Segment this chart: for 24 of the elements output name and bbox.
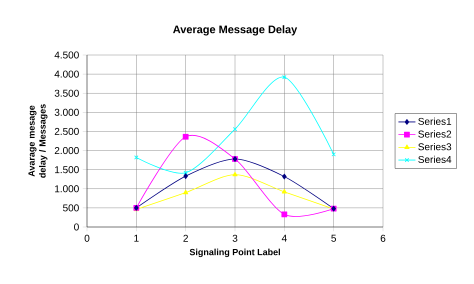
y-tick-label: 3.000	[54, 108, 79, 116]
x-tick-label: 1	[134, 234, 139, 242]
y-tick-label: 2.500	[54, 128, 79, 135]
x-tick-label: 2	[183, 234, 188, 242]
y-tick-label: 4.500	[54, 51, 79, 59]
legend-label: Series4	[418, 156, 452, 164]
y-tick-label: 2.000	[54, 147, 79, 154]
x-tick-label: 0	[84, 234, 90, 242]
y-tick-label: 1.500	[55, 166, 79, 174]
x-tick-label: 6	[380, 234, 386, 242]
chart-title: Average Message Delay	[173, 25, 298, 36]
x-tick-label: 3	[232, 234, 238, 242]
y-tick-label: 4.000	[54, 70, 79, 78]
legend-label: Series3	[418, 142, 452, 150]
y-axis-title: Avarage mesage delay / Messages	[28, 104, 48, 178]
legend-label: Series2	[418, 130, 452, 138]
y-tick-label: 1.000	[55, 185, 79, 192]
x-tick-label: 4	[282, 234, 287, 242]
legend-label: Series1	[418, 118, 452, 125]
y-tick-label: 3.500	[54, 90, 79, 97]
y-tick-label: 500	[63, 204, 79, 212]
x-axis-title: Signaling Point Label	[190, 248, 280, 258]
y-tick-label: 0	[74, 223, 79, 231]
x-tick-label: 5	[331, 234, 336, 242]
